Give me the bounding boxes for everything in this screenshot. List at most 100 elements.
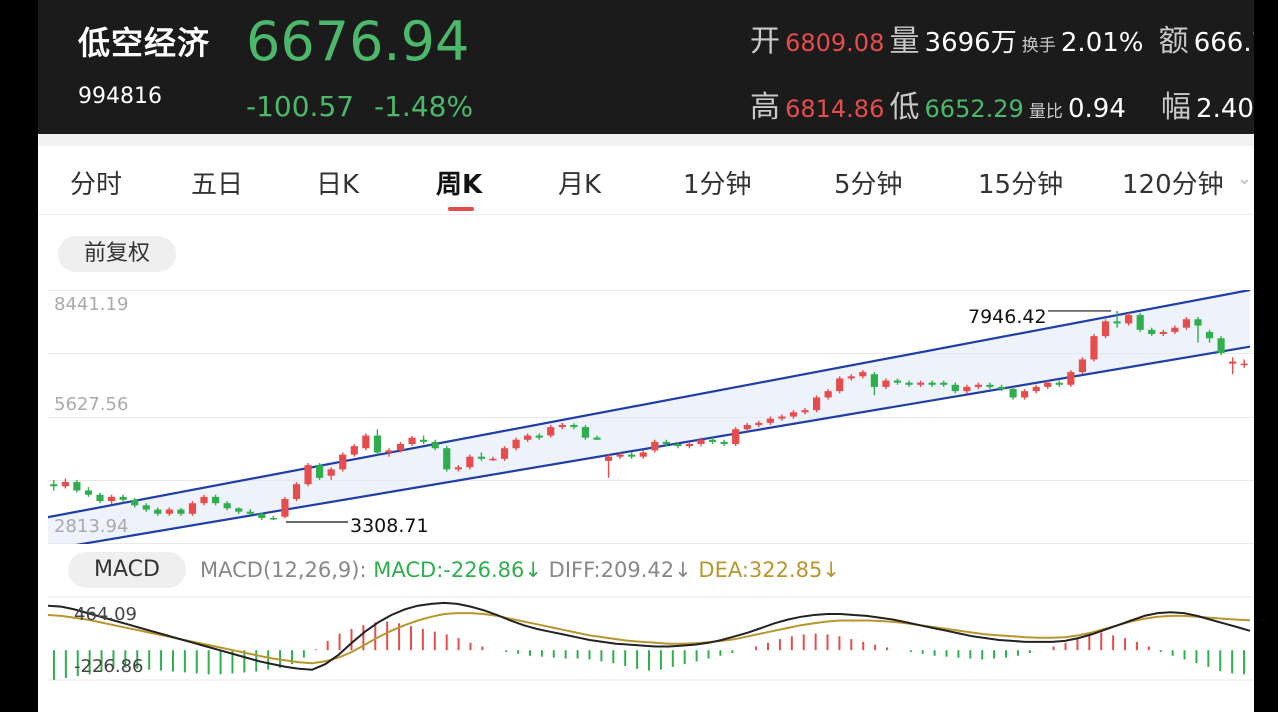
turnover-label: 换手 xyxy=(1021,36,1056,56)
tab-15-minute[interactable]: 15分钟 xyxy=(978,170,1064,200)
candle-body xyxy=(1067,372,1075,385)
candle-body xyxy=(350,446,358,455)
macd-params: MACD(12,26,9): xyxy=(200,558,367,582)
channel-upper-line xyxy=(47,288,1251,519)
candle-body xyxy=(96,494,104,502)
range-label: 幅 xyxy=(1160,90,1191,125)
candle-body xyxy=(986,384,994,387)
candle-body xyxy=(859,372,867,377)
candle-body xyxy=(373,435,381,453)
y-axis-label: 5627.56 xyxy=(54,394,128,415)
open-value: 6809.08 xyxy=(785,29,885,57)
candle-body xyxy=(281,498,289,517)
candle-body xyxy=(292,484,301,499)
candle-body xyxy=(177,509,185,514)
candle-body xyxy=(1090,336,1098,360)
candle-body xyxy=(1171,327,1179,332)
tab-intraday[interactable]: 分时 xyxy=(70,170,123,200)
candle-body xyxy=(512,439,520,449)
down-arrow-icon: ↓ xyxy=(674,558,692,582)
candle-body xyxy=(801,410,809,413)
candle-body xyxy=(882,380,890,387)
tab-1-minute[interactable]: 1分钟 xyxy=(683,170,752,200)
candle-body xyxy=(500,448,509,459)
volume-value: 3696万 xyxy=(924,28,1017,58)
candle-body xyxy=(743,424,751,430)
candle-body xyxy=(708,439,717,442)
index-name: 低空经济 xyxy=(78,24,211,62)
indicator-button[interactable]: MACD xyxy=(68,552,186,588)
amount-value: 666.7 xyxy=(1193,28,1254,58)
candle-body xyxy=(339,454,347,470)
right-edge xyxy=(1254,0,1278,712)
channel-lower-line xyxy=(47,345,1251,551)
candle-body xyxy=(385,450,393,453)
candle-body xyxy=(165,509,173,514)
tab-daily-k[interactable]: 日K xyxy=(316,170,360,200)
candle-body xyxy=(1159,331,1167,335)
candle-body xyxy=(269,518,277,520)
candle-body xyxy=(61,482,69,487)
macd-y-label: 464.09 xyxy=(74,604,137,625)
candle-body xyxy=(327,469,335,476)
candle-body xyxy=(593,437,601,440)
candle-body xyxy=(1055,382,1063,385)
chevron-down-icon[interactable]: ⌄ xyxy=(1236,168,1252,189)
y-axis-label: 2813.94 xyxy=(54,516,128,537)
index-code: 994816 xyxy=(78,84,162,109)
candle-body xyxy=(142,505,150,510)
candle-body xyxy=(131,499,139,506)
amount-label: 额 xyxy=(1158,24,1189,59)
volume-ratio-value: 0.94 xyxy=(1067,94,1126,124)
kline-svg: 8441.19 5627.56 2813.94 7946.42 3308.71 xyxy=(47,288,1254,551)
high-annotation: 7946.42 xyxy=(968,306,1047,328)
candle-body xyxy=(628,454,636,457)
range-value: 2.40% xyxy=(1196,94,1254,124)
candle-body xyxy=(235,508,243,512)
adjust-mode-button[interactable]: 前复权 xyxy=(58,236,176,272)
candle-body xyxy=(893,380,902,383)
diff-value: DIFF:209.42 xyxy=(548,558,675,582)
candle-body xyxy=(917,382,925,385)
candle-body xyxy=(778,416,786,419)
candle-body xyxy=(1021,391,1029,398)
candle-body xyxy=(951,384,959,392)
candle-body xyxy=(466,456,474,468)
candle-body xyxy=(974,384,982,387)
candle-body xyxy=(813,397,821,411)
candle-body xyxy=(732,429,740,445)
candle-body xyxy=(154,509,162,514)
kline-chart[interactable]: 8441.19 5627.56 2813.94 7946.42 3308.71 xyxy=(47,288,1254,551)
high-value: 6814.86 xyxy=(785,95,885,123)
open-label: 开 xyxy=(750,24,780,59)
candle-body xyxy=(870,374,878,387)
candle-body xyxy=(535,435,543,438)
tab-monthly-k[interactable]: 月K xyxy=(558,170,602,200)
candle-body xyxy=(420,439,428,442)
candle-body xyxy=(1044,382,1052,387)
tab-weekly-k[interactable]: 周K xyxy=(436,170,483,200)
macd-readout: MACD(12,26,9): MACD:-226.86↓ DIFF:209.42… xyxy=(200,558,840,582)
tab-120-minute[interactable]: 120分钟 xyxy=(1122,170,1224,200)
candle-body xyxy=(1205,331,1214,339)
last-price: 6676.94 xyxy=(246,10,470,73)
candle-body xyxy=(1113,321,1121,324)
candle-body xyxy=(604,456,613,461)
candle-body xyxy=(188,503,197,514)
stat-row-2: 高 6814.86 低 6652.29 量比 0.94 幅 2.40% xyxy=(750,82,1254,126)
candle-body xyxy=(524,435,532,440)
candle-body xyxy=(697,439,705,445)
macd-y-label: -226.86 xyxy=(74,656,143,677)
tab-five-day[interactable]: 五日 xyxy=(191,170,244,200)
macd-chart[interactable]: 464.09 -226.86 xyxy=(47,596,1254,688)
candle-body xyxy=(396,444,405,451)
left-edge xyxy=(0,0,38,712)
down-arrow-icon: ↓ xyxy=(822,558,841,582)
candle-body xyxy=(1125,315,1133,324)
candle-body xyxy=(1148,329,1156,335)
candle-body xyxy=(362,435,370,449)
candle-body xyxy=(1217,338,1225,354)
candle-body xyxy=(836,378,844,392)
candle-body xyxy=(1078,359,1086,373)
tab-5-minute[interactable]: 5分钟 xyxy=(834,170,903,200)
